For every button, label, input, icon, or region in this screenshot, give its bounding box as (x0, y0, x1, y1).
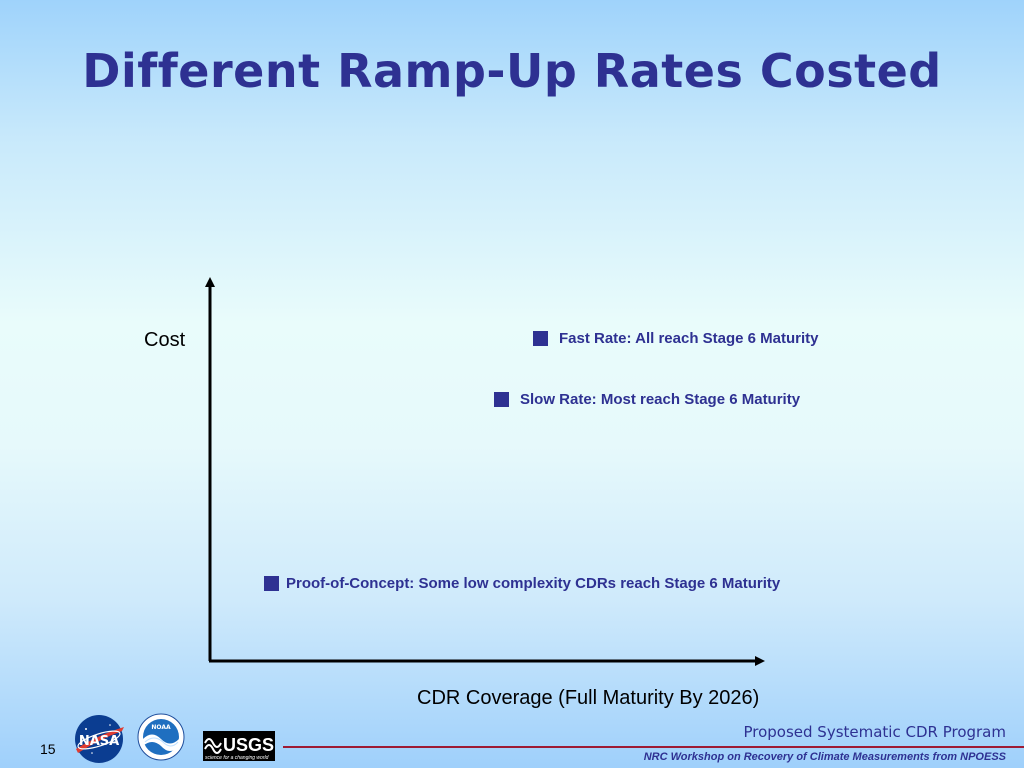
legend-square-icon (533, 331, 548, 346)
x-axis-label: CDR Coverage (Full Maturity By 2026) (417, 687, 760, 709)
svg-text:USGS: USGS (223, 735, 274, 755)
legend-slow-rate: Slow Rate: Most reach Stage 6 Maturity (494, 391, 800, 408)
footer-workshop-text: NRC Workshop on Recovery of Climate Meas… (643, 751, 1006, 763)
legend-slow-rate-label: Slow Rate: Most reach Stage 6 Maturity (520, 391, 801, 408)
legend-proof-of-concept: Proof-of-Concept: Some low complexity CD… (264, 575, 780, 592)
usgs-logo: USGS science for a changing world (203, 731, 275, 761)
svg-text:NASA: NASA (79, 734, 119, 749)
nasa-logo: NASA (75, 715, 124, 763)
y-axis-label: Cost (144, 329, 186, 351)
svg-text:NOAA: NOAA (151, 724, 171, 731)
legend-proof-of-concept-label: Proof-of-Concept: Some low complexity CD… (286, 575, 781, 592)
legend-fast-rate-label: Fast Rate: All reach Stage 6 Maturity (559, 330, 819, 347)
footer-program-title: Proposed Systematic CDR Program (743, 723, 1006, 741)
legend-fast-rate: Fast Rate: All reach Stage 6 Maturity (533, 330, 819, 347)
svg-text:science for a changing world: science for a changing world (205, 755, 269, 761)
noaa-logo: NOAA (137, 713, 185, 761)
legend-square-icon (264, 576, 279, 591)
footer-divider (283, 746, 1024, 748)
page-number: 15 (40, 741, 56, 757)
slide-title: Different Ramp-Up Rates Costed (82, 44, 942, 98)
legend-square-icon (494, 392, 509, 407)
